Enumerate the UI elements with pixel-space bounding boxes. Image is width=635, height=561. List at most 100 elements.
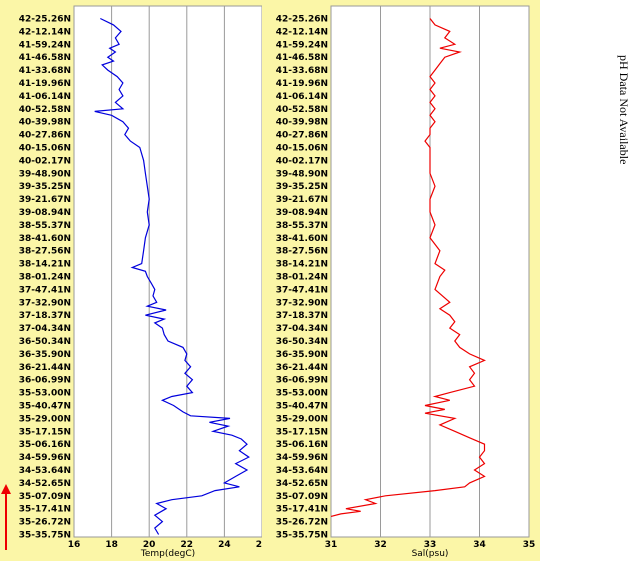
salinity-series-line	[330, 18, 487, 517]
y-tick-label: 38-01.24N	[19, 273, 71, 283]
x-tick-label: 22	[181, 540, 194, 550]
x-tick-label: 24	[218, 540, 231, 550]
y-tick-label: 35-07.09N	[276, 492, 328, 502]
y-tick-label: 35-53.00N	[19, 389, 71, 399]
y-tick-label: 36-06.99N	[19, 376, 71, 386]
y-tick-label: 41-06.14N	[276, 92, 328, 102]
y-tick-label: 36-50.34N	[276, 337, 328, 347]
y-tick-label: 40-27.86N	[276, 131, 328, 141]
y-tick-label: 36-06.99N	[276, 376, 328, 386]
y-tick-label: 35-06.16N	[19, 440, 71, 450]
y-tick-label: 35-06.16N	[276, 440, 328, 450]
y-tick-label: 40-52.58N	[276, 105, 328, 115]
salinity-chart: 31 32 33 34 35 Sal(psu) 42-25.26N 42-12.14N 41-5…	[262, 0, 540, 561]
y-tick-label: 42-12.14N	[276, 27, 328, 37]
y-tick-label: 42-25.26N	[276, 15, 328, 25]
y-tick-label: 37-04.34N	[276, 324, 328, 334]
y-tick-label: 35-53.00N	[276, 389, 328, 399]
y-tick-label: 35-26.72N	[276, 518, 328, 528]
y-tick-label: 41-46.58N	[276, 53, 328, 63]
y-tick-label: 41-06.14N	[19, 92, 71, 102]
y-tick-label: 37-47.41N	[276, 285, 328, 295]
y-tick-label: 37-47.41N	[19, 285, 71, 295]
y-tick-label: 35-17.41N	[276, 505, 328, 515]
y-tick-label: 36-21.44N	[276, 363, 328, 373]
y-tick-label: 39-08.94N	[19, 208, 71, 218]
y-tick-label: 35-35.75N	[19, 531, 71, 541]
plot-area	[73, 5, 263, 538]
y-tick-label: 39-08.94N	[276, 208, 328, 218]
y-tick-label: 38-55.37N	[19, 221, 71, 231]
y-tick-label: 35-17.15N	[276, 427, 328, 437]
y-tick-label: 37-32.90N	[19, 298, 71, 308]
y-tick-label: 35-17.41N	[19, 505, 71, 515]
y-tick-label: 39-48.90N	[19, 169, 71, 179]
y-tick-label: 38-14.21N	[276, 260, 328, 270]
y-tick-label: 35-26.72N	[19, 518, 71, 528]
y-tick-label: 36-21.44N	[19, 363, 71, 373]
y-tick-label: 38-01.24N	[276, 273, 328, 283]
y-tick-label: 39-21.67N	[19, 195, 71, 205]
ph-note: pH Data Not Available	[617, 55, 631, 164]
y-tick-label: 34-53.64N	[19, 466, 71, 476]
y-tick-label: 34-53.64N	[276, 466, 328, 476]
y-tick-label: 41-19.96N	[19, 79, 71, 89]
y-tick-label: 40-39.98N	[19, 118, 71, 128]
x-tick-label: 32	[374, 540, 387, 550]
y-tick-label: 41-19.96N	[276, 79, 328, 89]
y-tick-label: 37-04.34N	[19, 324, 71, 334]
y-tick-label: 39-48.90N	[276, 169, 328, 179]
y-tick-label: 40-52.58N	[19, 105, 71, 115]
y-tick-label: 37-18.37N	[276, 311, 328, 321]
y-tick-label: 40-27.86N	[19, 131, 71, 141]
y-tick-label: 40-02.17N	[19, 156, 71, 166]
y-tick-label: 36-35.90N	[276, 350, 328, 360]
y-tick-label: 34-59.96N	[276, 453, 328, 463]
y-tick-label: 40-02.17N	[276, 156, 328, 166]
y-tick-label: 39-35.25N	[276, 182, 328, 192]
y-tick-label: 35-35.75N	[276, 531, 328, 541]
y-tick-label: 41-33.68N	[276, 66, 328, 76]
y-tick-label: 34-52.65N	[276, 479, 328, 489]
y-tick-label: 41-59.24N	[276, 40, 328, 50]
y-tick-label: 37-32.90N	[276, 298, 328, 308]
y-tick-label: 35-29.00N	[19, 414, 71, 424]
y-tick-label: 34-59.96N	[19, 453, 71, 463]
y-tick-label: 38-41.60N	[276, 234, 328, 244]
x-tick-label: 31	[325, 540, 338, 550]
y-tick-label: 35-40.47N	[19, 402, 71, 412]
y-tick-label: 40-15.06N	[276, 144, 328, 154]
y-tick-label: 38-27.56N	[276, 247, 328, 257]
y-tick-label: 41-46.58N	[19, 53, 71, 63]
x-axis-label: Temp(degC)	[140, 549, 195, 559]
y-tick-label: 35-07.09N	[19, 492, 71, 502]
y-tick-label: 39-21.67N	[276, 195, 328, 205]
y-tick-label: 39-35.25N	[19, 182, 71, 192]
y-tick-label: 35-40.47N	[276, 402, 328, 412]
y-tick-label: 35-17.15N	[19, 427, 71, 437]
direction-arrow-icon	[1, 484, 11, 550]
temperature-chart: 161820222426Temp(degC)42-25.26N42-12.14N…	[0, 0, 268, 561]
y-tick-label: 37-18.37N	[19, 311, 71, 321]
x-tick-label: 16	[68, 540, 81, 550]
y-tick-label: 38-14.21N	[19, 260, 71, 270]
y-tick-label: 41-59.24N	[19, 40, 71, 50]
x-axis-label: Sal(psu)	[412, 549, 449, 559]
x-tick-label: 18	[105, 540, 118, 550]
temperature-series-line	[94, 17, 250, 535]
y-tick-label: 38-55.37N	[276, 221, 328, 231]
y-tick-label: 42-25.26N	[19, 15, 71, 25]
x-tick-label: 20	[143, 540, 156, 550]
y-tick-label: 36-35.90N	[19, 350, 71, 360]
x-tick-label: 35	[523, 540, 536, 550]
y-tick-label: 41-33.68N	[19, 66, 71, 76]
y-tick-label: 36-50.34N	[19, 337, 71, 347]
y-tick-label: 38-27.56N	[19, 247, 71, 257]
x-tick-label: 34	[473, 540, 486, 550]
y-tick-label: 38-41.60N	[19, 234, 71, 244]
y-tick-label: 40-15.06N	[19, 144, 71, 154]
y-tick-label: 42-12.14N	[19, 27, 71, 37]
y-tick-label: 35-29.00N	[276, 414, 328, 424]
x-tick-label: 33	[424, 540, 437, 550]
